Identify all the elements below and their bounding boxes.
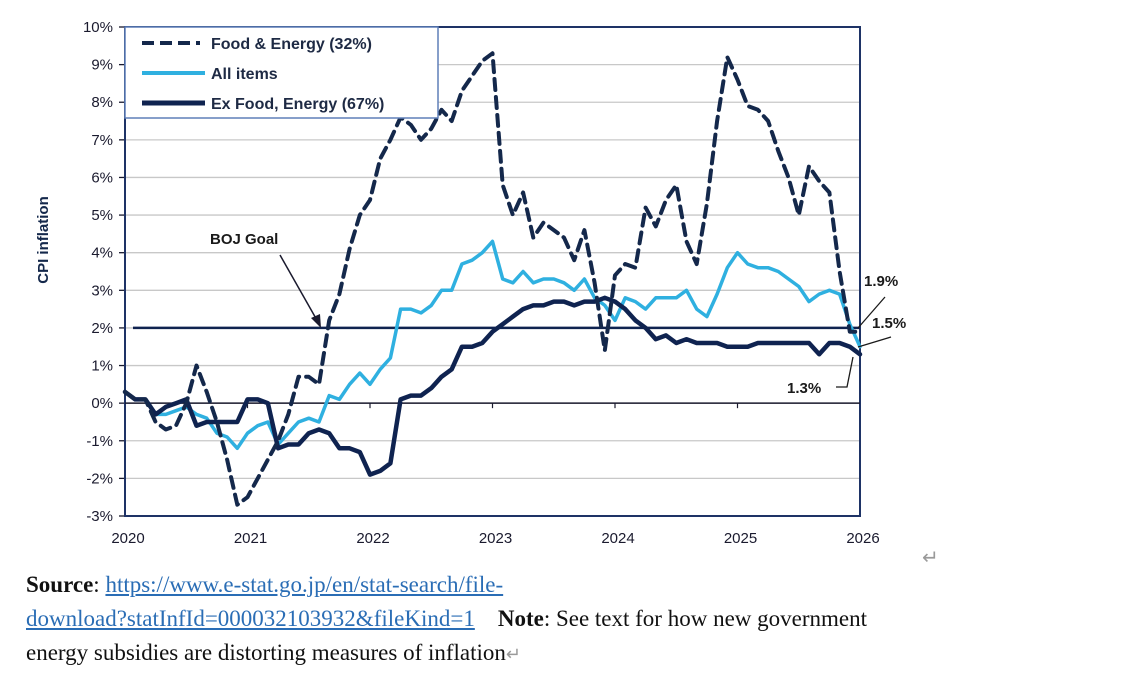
y-tick-label: -2% xyxy=(86,470,113,487)
source-link-line1[interactable]: https://www.e-stat.go.jp/en/stat-search/… xyxy=(105,572,504,597)
source-caption: Source: https://www.e-stat.go.jp/en/stat… xyxy=(26,568,1126,671)
boj-goal-label: BOJ Goal xyxy=(210,231,278,248)
source-label: Source xyxy=(26,572,94,597)
x-tick-label: 2022 xyxy=(356,530,389,547)
source-separator: : xyxy=(93,572,106,597)
food-energy-leader-line xyxy=(857,296,886,329)
y-tick-label: -1% xyxy=(86,433,113,450)
paragraph-mark-end: ↵ xyxy=(505,644,522,664)
note-text-line1: See text for how new government xyxy=(555,606,868,631)
ex-food-energy-leader-line xyxy=(836,356,854,388)
ex-food-energy-latest-label: 1.3% xyxy=(787,380,821,397)
source-link-line2[interactable]: download?statInfId=000032103932&fileKind… xyxy=(26,606,475,631)
note-label: Note xyxy=(497,606,544,631)
y-tick-label: 5% xyxy=(91,207,113,224)
note-text-line2: energy subsidies are distorting measures… xyxy=(26,640,506,665)
y-tick-label: 6% xyxy=(91,169,113,186)
all-items-leader-line xyxy=(857,336,892,348)
note-separator: : xyxy=(543,606,556,631)
x-tick-label: 2021 xyxy=(234,530,267,547)
cpi-inflation-chart: -3%-2%-1%0%1%2%3%4%5%6%7%8%9%10% 2020 202… xyxy=(35,19,906,547)
plot-frame xyxy=(124,26,861,517)
legend-label-ex-food-energy: Ex Food, Energy (67%) xyxy=(211,96,384,113)
x-tick-label: 2024 xyxy=(601,530,634,547)
x-axis-ticks: 2020 2021 2022 2023 2024 2025 2026 xyxy=(111,403,880,547)
x-tick-label: 2020 xyxy=(111,530,144,547)
boj-goal-arrowhead xyxy=(311,314,321,328)
y-tick-label: 10% xyxy=(83,19,113,36)
y-tick-label: 9% xyxy=(91,57,113,74)
all-items-latest-label: 1.5% xyxy=(872,315,906,332)
y-tick-label: 0% xyxy=(91,395,113,412)
series-line-ex-food-energy-67 xyxy=(122,295,863,477)
legend: Food & Energy (32%) All items Ex Food, E… xyxy=(124,26,439,119)
y-tick-label: 7% xyxy=(91,132,113,149)
y-tick-label: 3% xyxy=(91,282,113,299)
series-group xyxy=(122,51,863,507)
x-tick-label: 2026 xyxy=(846,530,879,547)
y-tick-label: -3% xyxy=(86,508,113,525)
x-tick-label: 2023 xyxy=(479,530,512,547)
y-axis-ticks: -3% -2% -1% 0% 1% 2% 3% 4% 5% 6% 7% 8% 9% 10% xyxy=(83,19,125,525)
y-tick-label: 8% xyxy=(91,94,113,111)
y-tick-label: 1% xyxy=(91,358,113,375)
legend-label-all-items: All items xyxy=(211,66,278,83)
food-energy-latest-label: 1.9% xyxy=(864,273,898,290)
y-tick-label: 4% xyxy=(91,245,113,262)
source-link[interactable]: https://www.e-stat.go.jp/en/stat-search/… xyxy=(26,572,503,631)
gridlines xyxy=(125,63,860,480)
series-line-food-energy-32 xyxy=(123,51,862,507)
y-axis-title: CPI inflation xyxy=(35,196,52,284)
series-line-all-items xyxy=(123,239,862,451)
boj-goal-arrow xyxy=(279,254,319,323)
x-tick-label: 2025 xyxy=(724,530,757,547)
paragraph-mark: ↵ xyxy=(922,547,939,569)
y-tick-label: 2% xyxy=(91,320,113,337)
legend-label-food-energy: Food & Energy (32%) xyxy=(211,36,372,53)
